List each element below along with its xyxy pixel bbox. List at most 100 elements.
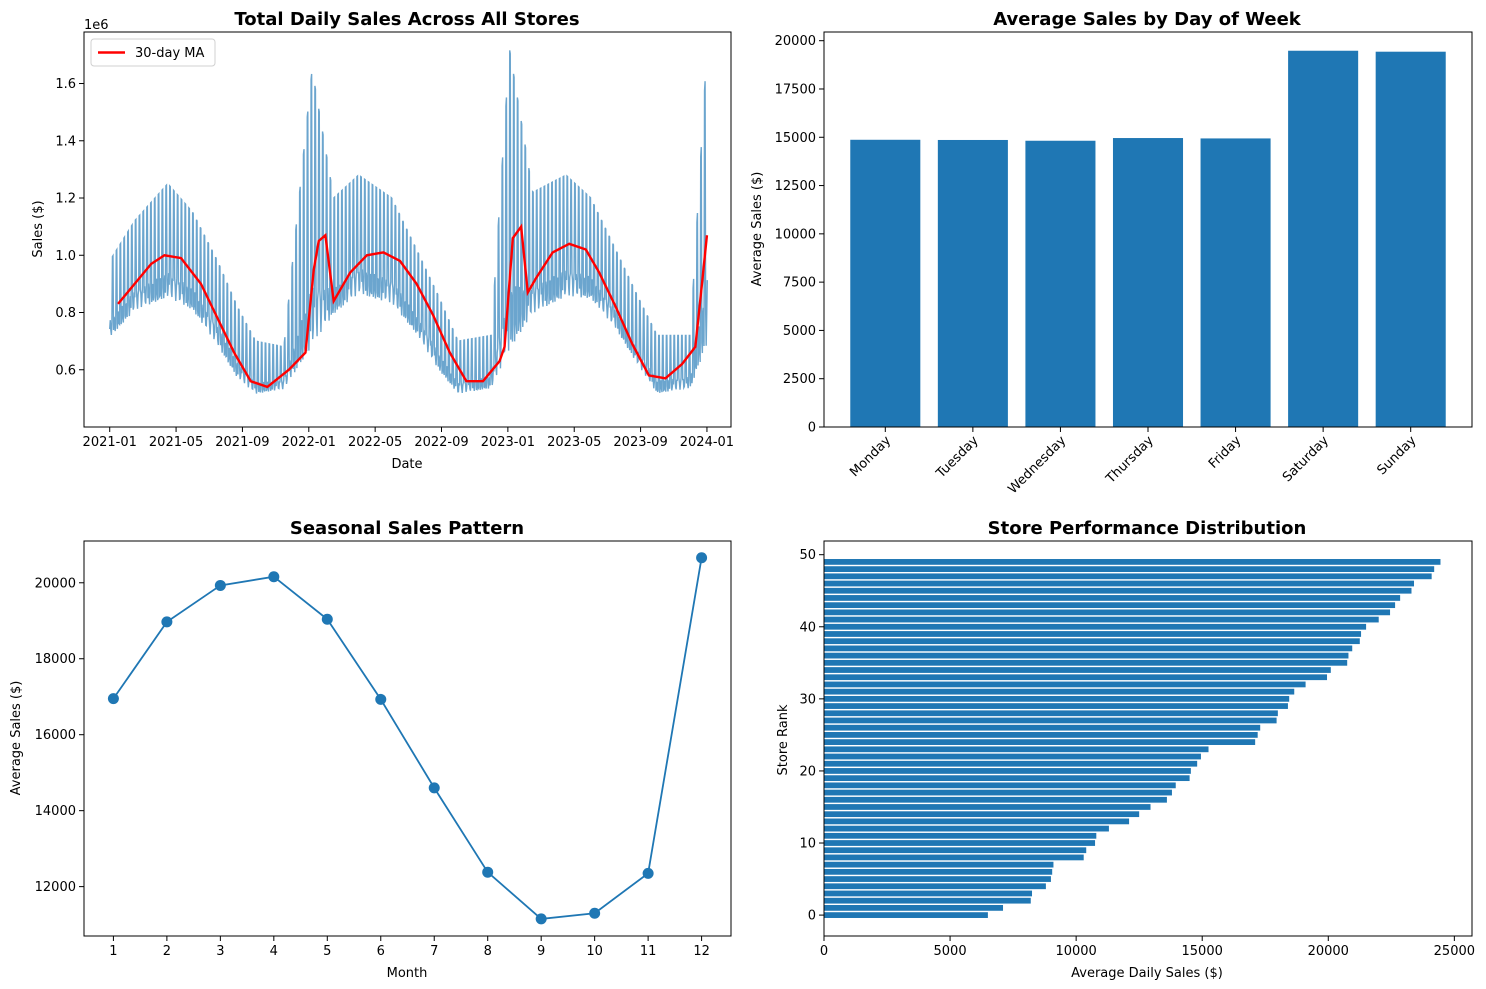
weekday-y-tick-label: 7500 [783, 276, 816, 291]
store-performance-frame [823, 540, 1473, 937]
store-bar [824, 602, 1396, 609]
store-bar [824, 782, 1176, 789]
daily-sales-x-tick-label: 2021-05 [149, 435, 203, 450]
weekday-bar [1112, 138, 1184, 427]
store-bar [824, 768, 1191, 774]
store-y-tick-label: 50 [799, 548, 816, 563]
store-y-tick-label: 30 [799, 692, 816, 707]
store-bar [824, 818, 1130, 825]
store-performance-xlabel: Average Daily Sales ($) [1071, 966, 1223, 981]
store-y-tick-label: 0 [808, 909, 816, 924]
moving-average-line [117, 223, 709, 389]
seasonal-point [268, 571, 280, 583]
daily-sales-x-tick-label: 2023-05 [547, 435, 601, 450]
seasonal-point [589, 907, 601, 919]
store-bar [824, 804, 1151, 810]
daily-sales-x-tick-label: 2022-05 [348, 435, 402, 450]
daily-sales-y-tick-label: 0.8 [55, 306, 76, 321]
seasonal-xlabel: Month [387, 966, 428, 981]
store-y-tick-label: 10 [799, 837, 816, 852]
weekday-bar [1200, 138, 1271, 428]
legend-box [90, 38, 216, 67]
seasonal-x-tick-label: 10 [586, 944, 603, 959]
seasonal-y-tick-label: 16000 [35, 728, 76, 743]
store-bar [824, 876, 1051, 882]
weekday-y-tick-label: 5000 [783, 324, 816, 339]
store-y-tick-label: 40 [799, 620, 816, 635]
seasonal-frame [83, 540, 732, 937]
store-x-tick-label: 5000 [934, 944, 967, 959]
store-bar [824, 905, 1004, 911]
seasonal-x-tick-label: 11 [640, 944, 657, 959]
weekday-bar [1288, 50, 1359, 428]
store-bar [824, 623, 1367, 630]
seasonal-ylabel: Average Sales ($) [9, 681, 24, 796]
seasonal-x-tick-label: 8 [484, 944, 492, 959]
weekday-y-tick-label: 2500 [783, 372, 816, 387]
store-bar [824, 595, 1401, 601]
store-performance-title: Store Performance Distribution [988, 518, 1307, 539]
store-bar [824, 753, 1201, 760]
daily-sales-xlabel: Date [391, 457, 422, 472]
legend-label-moving-average: 30-day MA [135, 46, 204, 61]
store-bar [824, 609, 1391, 616]
store-bar [824, 739, 1256, 745]
store-bar [824, 587, 1412, 594]
store-bar [824, 688, 1295, 695]
seasonal-point [642, 867, 654, 879]
store-bar [824, 580, 1415, 587]
store-bar [824, 717, 1277, 724]
seasonal-point [696, 552, 708, 564]
daily-sales-legend: 30-day MA [90, 38, 216, 67]
weekday-y-tick-label: 0 [808, 421, 816, 436]
day-of-week-panel: Average Sales by Day of Week Average Sal… [750, 9, 1473, 497]
store-y-tick-label: 20 [799, 764, 816, 779]
daily-sales-x-tick-label: 2021-09 [215, 435, 269, 450]
seasonal-title: Seasonal Sales Pattern [290, 518, 524, 539]
store-x-tick-label: 0 [820, 944, 828, 959]
weekday-x-tick-label: Wednesday [1005, 433, 1069, 497]
store-bar [824, 840, 1096, 846]
daily-sales-y-tick-label: 1.6 [55, 77, 76, 92]
seasonal-y-tick-label: 14000 [35, 804, 76, 819]
store-bar [824, 645, 1353, 652]
store-bar [824, 789, 1172, 796]
store-bar [824, 559, 1441, 565]
daily-sales-x-tick-label: 2023-09 [613, 435, 667, 450]
daily-sales-panel: Total Daily Sales Across All Stores Date… [31, 9, 734, 472]
daily-sales-ylabel: Sales ($) [31, 200, 46, 257]
store-bar [824, 631, 1362, 637]
weekday-x-tick-label: Monday [847, 433, 894, 480]
weekday-x-tick-label: Friday [1206, 433, 1245, 472]
weekday-y-tick-label: 20000 [775, 34, 816, 49]
store-bar [824, 811, 1140, 818]
seasonal-panel: Seasonal Sales Pattern Month Average Sal… [9, 518, 732, 981]
daily-sales-frame [83, 31, 732, 428]
daily-sales-x-tick-label: 2023-01 [481, 435, 535, 450]
weekday-bar [1375, 51, 1446, 427]
store-bar [824, 573, 1432, 580]
seasonal-x-tick-label: 1 [109, 944, 117, 959]
store-bar [824, 732, 1258, 738]
seasonal-x-tick-label: 12 [693, 944, 710, 959]
daily-sales-x-tick-label: 2021-01 [83, 435, 137, 450]
store-bar [824, 825, 1109, 832]
daily-sales-y-tick-label: 1.0 [55, 249, 76, 264]
daily-sales-title: Total Daily Sales Across All Stores [234, 9, 579, 30]
seasonal-point [107, 693, 119, 705]
seasonal-point [161, 616, 173, 628]
store-bar [824, 674, 1328, 681]
weekday-bar [1025, 140, 1096, 427]
seasonal-y-tick-label: 18000 [35, 652, 76, 667]
store-bar [824, 912, 988, 918]
daily-sales-line [109, 50, 708, 394]
daily-sales-x-tick-label: 2022-09 [414, 435, 468, 450]
day-of-week-frame [823, 31, 1473, 428]
weekday-y-tick-label: 17500 [775, 82, 816, 97]
seasonal-point [214, 579, 226, 591]
seasonal-y-tick-label: 12000 [35, 880, 76, 895]
daily-sales-y-multiplier: 1e6 [84, 18, 109, 33]
store-bar [824, 659, 1348, 666]
seasonal-x-tick-label: 2 [163, 944, 171, 959]
